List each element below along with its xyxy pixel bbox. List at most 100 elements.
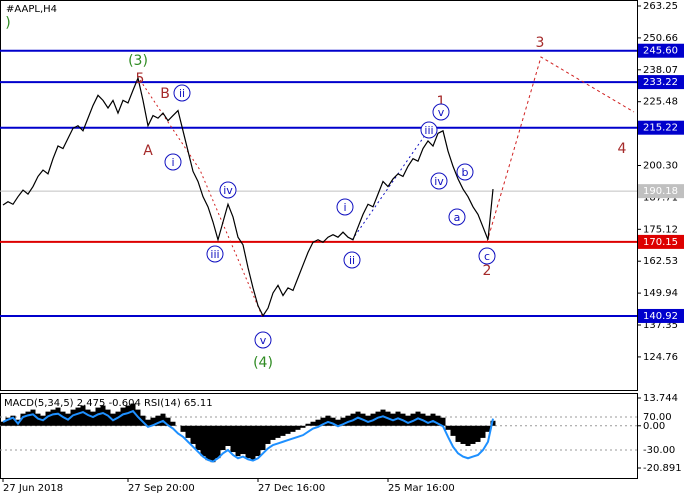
level-box (638, 43, 684, 58)
macd-bar (75, 407, 81, 426)
wave-marker (164, 153, 182, 171)
wave-label: 3 (536, 35, 545, 51)
wave-projection (486, 56, 635, 243)
chart-title: #AAPL,H4 (6, 4, 57, 15)
wave-label: iii (424, 124, 433, 137)
wave-marker (430, 172, 448, 190)
wave-marker (254, 331, 272, 349)
y-tick-label: 225.48 (643, 97, 678, 108)
y-tick-label: -20.891 (643, 463, 682, 474)
macd-bar (105, 409, 111, 426)
y2-tick-label: -30.00 (643, 445, 675, 456)
wave-label: v (438, 106, 445, 119)
macd-bar (5, 417, 11, 426)
wave-label: iii (210, 248, 219, 261)
wave-label: b (462, 166, 469, 179)
y-tick-label: 263.25 (643, 1, 678, 12)
indicator-title: MACD(5,34,5) 2.475 -0.604 RSI(14) 65.11 (4, 398, 213, 409)
wave-label: 4 (618, 141, 627, 157)
macd-bar (470, 425, 476, 444)
macd-bar (270, 425, 276, 440)
wave-marker (456, 163, 474, 181)
y-tick-label: 200.30 (643, 161, 678, 172)
macd-bar (245, 425, 251, 459)
wave-marker (448, 208, 466, 226)
macd-bar (70, 409, 76, 426)
level-label: 245.60 (643, 46, 678, 57)
macd-bar (240, 425, 246, 455)
rsi-line (2, 409, 494, 463)
wave-marker (336, 198, 354, 216)
macd-bar (220, 425, 226, 451)
macd-bar (85, 409, 91, 426)
macd-bar (185, 425, 191, 438)
macd-bar (410, 413, 416, 426)
x-tick-label: 27 Dec 16:00 (258, 483, 325, 494)
macd-bar (335, 419, 341, 426)
wave-marker (420, 121, 438, 139)
level-box (638, 234, 684, 249)
macd-bar (55, 407, 61, 426)
macd-bar (480, 425, 486, 438)
wave-label: B (160, 86, 170, 102)
macd-bar (205, 425, 211, 461)
macd-bar (200, 425, 206, 457)
macd-bar (340, 417, 346, 426)
macd-bar (100, 405, 106, 426)
wave-label: (4) (253, 355, 273, 371)
current-price-label: 190.18 (643, 186, 678, 197)
macd-bar (190, 425, 196, 444)
macd-bar (160, 413, 166, 426)
macd-bar (330, 417, 336, 426)
level-label: 215.22 (643, 123, 678, 134)
macd-bar (325, 415, 331, 426)
wave-label: (3) (128, 53, 148, 69)
wave-marker (219, 181, 237, 199)
macd-bar (125, 405, 131, 426)
y-tick-label: 250.66 (643, 33, 678, 44)
y-tick-label: 0.00 (643, 421, 665, 432)
macd-bar (380, 409, 386, 426)
macd-bar (30, 409, 36, 426)
x-tick-label: 25 Mar 16:00 (388, 483, 455, 494)
macd-bar (45, 411, 51, 426)
level-label: 140.92 (643, 311, 678, 322)
macd-bar (210, 425, 216, 463)
main-frame (0, 0, 638, 391)
wave-label: iv (223, 184, 233, 197)
y2-tick-label: 70.00 (643, 412, 672, 423)
macd-bar (90, 411, 96, 426)
macd-bar (285, 425, 291, 434)
indicator-frame (0, 393, 638, 479)
macd-bar (275, 425, 281, 438)
macd-bar (295, 425, 301, 430)
macd-bar (475, 425, 481, 442)
macd-bar (215, 425, 221, 459)
macd-bar (180, 425, 186, 432)
macd-bar (250, 425, 256, 461)
macd-bar (230, 425, 236, 453)
macd-bar (10, 415, 16, 426)
macd-bar (150, 417, 156, 426)
wave-label: c (484, 250, 490, 263)
macd-bar (120, 407, 126, 426)
macd-bar (145, 419, 151, 426)
wave-label: i (343, 201, 346, 214)
macd-bar (260, 425, 266, 451)
wave-marker (343, 251, 361, 269)
y-tick-label: 13.744 (643, 393, 678, 404)
wave-marker (206, 245, 224, 263)
macd-bar (365, 415, 371, 426)
wave-line (139, 79, 264, 319)
wave-label: a (454, 211, 461, 224)
macd-bar (345, 415, 351, 426)
macd-bar (170, 421, 176, 426)
wave-label: ii (349, 254, 355, 267)
macd-bar (0, 421, 6, 426)
current-price-box (638, 184, 684, 199)
macd-bar (195, 425, 201, 451)
macd-bar (130, 403, 136, 426)
macd-bar (455, 425, 461, 442)
macd-bar (310, 421, 316, 426)
